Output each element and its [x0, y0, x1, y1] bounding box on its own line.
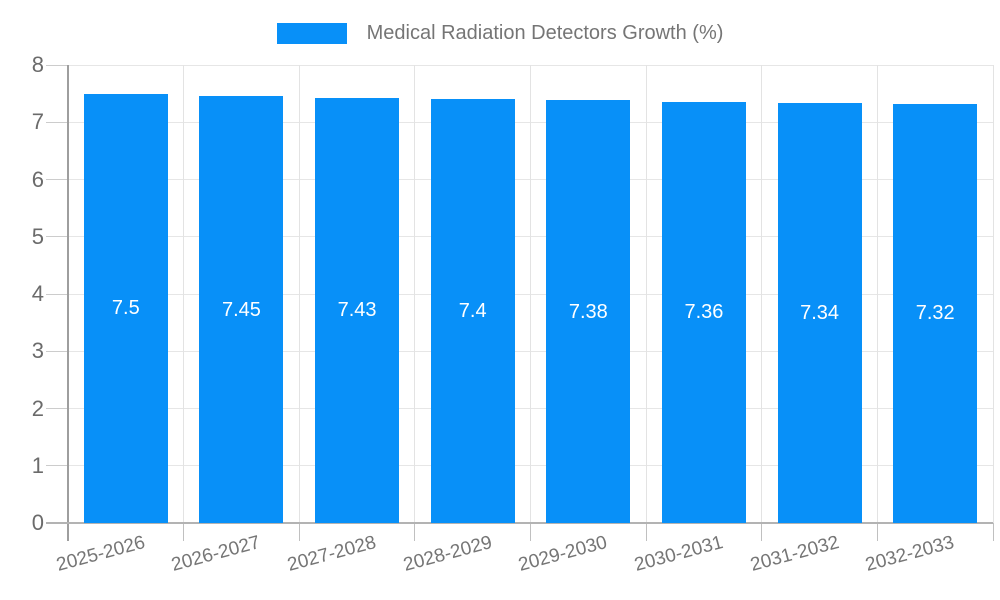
y-axis-tick-label: 7	[31, 109, 44, 135]
y-axis-tick-label: 2	[31, 395, 44, 421]
bar-2028-2029[interactable]: 7.4	[430, 99, 515, 523]
y-axis-tick-label: 0	[31, 510, 44, 535]
x-gridline	[761, 65, 763, 523]
y-tick-mark	[46, 236, 68, 238]
legend-label: Medical Radiation Detectors Growth (%)	[366, 21, 724, 44]
x-tick-mark	[183, 523, 185, 541]
y-tick-mark	[46, 179, 68, 180]
bar-value-label: 7.36	[684, 301, 724, 324]
y-axis-tick-label: 1	[31, 452, 44, 478]
bar-value-label: 7.34	[800, 301, 840, 324]
bar-2027-2028[interactable]: 7.43	[315, 97, 400, 523]
bar-2032-2033[interactable]: 7.32	[893, 103, 978, 523]
x-tick-mark	[876, 523, 878, 541]
x-gridline	[414, 65, 416, 523]
bar-2030-2031[interactable]: 7.36	[661, 101, 746, 523]
y-tick-mark	[46, 465, 68, 467]
y-axis-line	[67, 65, 69, 541]
y-axis-tick-label: 6	[31, 166, 44, 192]
bar-value-label: 7.32	[915, 302, 955, 325]
y-axis-tick-label: 8	[31, 52, 44, 77]
bar-value-label: 7.43	[337, 299, 377, 322]
x-gridline	[645, 65, 647, 523]
x-gridline	[183, 65, 185, 523]
bar-value-label: 7.38	[568, 300, 608, 323]
x-tick-mark	[992, 523, 994, 541]
bar-2026-2027[interactable]: 7.45	[199, 96, 284, 523]
bar-value-label: 7.4	[458, 300, 487, 323]
x-tick-mark	[761, 523, 763, 541]
y-tick-mark	[46, 350, 68, 352]
x-tick-mark	[298, 523, 300, 541]
x-tick-mark	[414, 523, 416, 541]
legend-swatch	[276, 22, 347, 44]
y-axis-tick-label: 3	[31, 338, 44, 364]
x-gridline	[876, 65, 878, 523]
bar-value-label: 7.5	[111, 297, 140, 320]
x-gridline	[298, 65, 300, 523]
bar-2031-2032[interactable]: 7.34	[777, 102, 862, 523]
x-gridline	[992, 65, 994, 523]
y-tick-mark	[46, 293, 68, 295]
bar-value-label: 7.45	[221, 298, 261, 321]
y-tick-mark	[46, 121, 68, 123]
x-axis-line	[46, 522, 993, 524]
y-tick-mark	[46, 64, 68, 66]
y-axis-tick-label: 5	[31, 223, 44, 249]
y-tick-mark	[46, 408, 68, 409]
bar-2029-2030[interactable]: 7.38	[546, 100, 631, 523]
y-axis-tick-label: 4	[31, 281, 44, 306]
legend[interactable]: Medical Radiation Detectors Growth (%)	[0, 20, 1000, 46]
x-gridline	[530, 65, 531, 523]
x-tick-mark	[530, 523, 531, 541]
bar-2025-2026[interactable]: 7.5	[83, 93, 168, 523]
x-tick-mark	[645, 523, 647, 541]
